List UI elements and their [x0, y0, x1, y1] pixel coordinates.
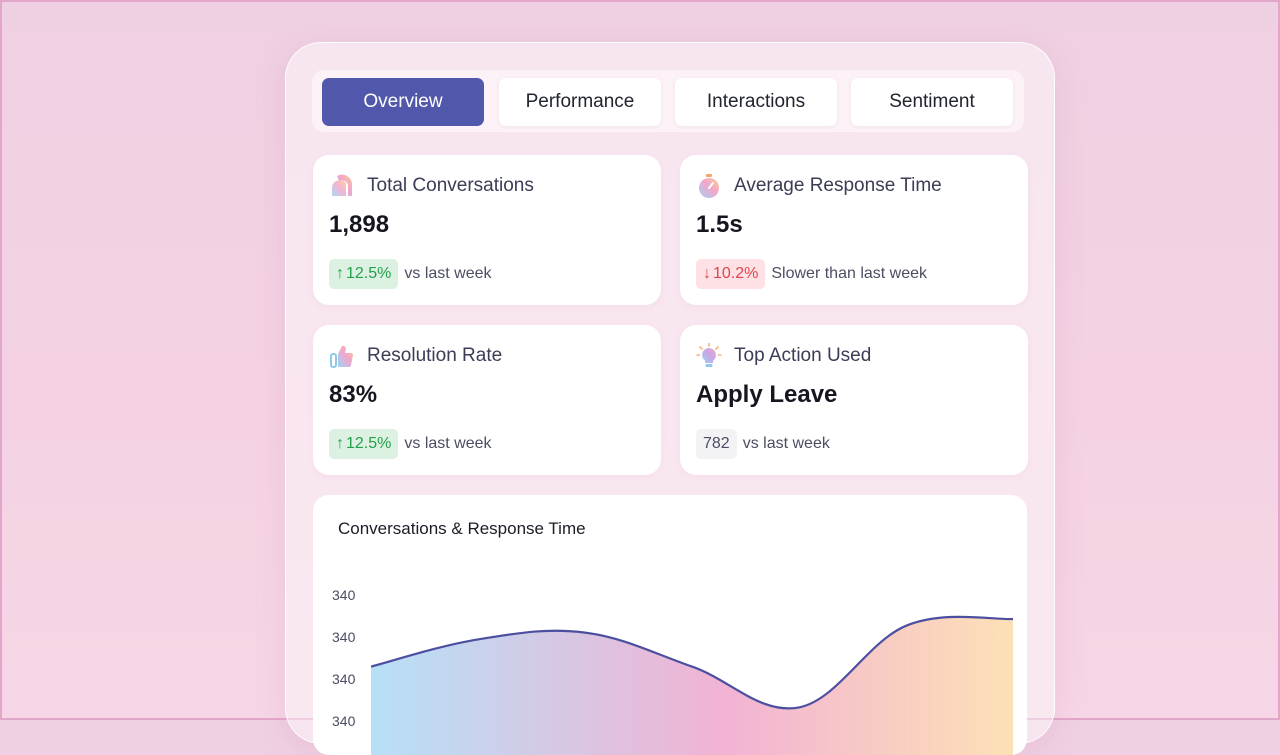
y-tick-label: 340 — [332, 713, 356, 729]
comparison-note: Slower than last week — [771, 265, 928, 282]
count-badge: 782 — [696, 429, 737, 459]
tab-bar: Overview Performance Interactions Sentim… — [312, 70, 1024, 132]
area-chart-svg — [371, 615, 1013, 755]
arrow-up-icon: ↑ — [336, 435, 344, 452]
y-tick-label: 340 — [332, 629, 356, 645]
tab-overview[interactable]: Overview — [322, 78, 484, 126]
card-title: Total Conversations — [367, 175, 534, 196]
card-value: 83% — [329, 381, 378, 408]
resolution-rate-card: Resolution Rate 83% ↑ 12.5% vs last week — [313, 325, 661, 475]
comparison-note: vs last week — [404, 265, 492, 282]
series-line — [371, 615, 1013, 710]
change-badge: ↑ 12.5% — [329, 259, 399, 289]
y-tick-label: 340 — [332, 671, 356, 687]
card-value: Apply Leave — [696, 381, 838, 408]
tab-sentiment[interactable]: Sentiment — [851, 78, 1013, 126]
area-fill — [371, 616, 1013, 755]
top-action-card: Top Action Used Apply Leave 782 vs last … — [680, 325, 1028, 475]
change-badge: ↓ 10.2% — [696, 259, 766, 289]
arrow-up-icon: ↑ — [336, 265, 344, 282]
card-value: 1.5s — [696, 211, 743, 238]
conversations-response-chart: Conversations & Response Time 340 340 34… — [313, 495, 1027, 755]
arrow-down-icon: ↓ — [703, 265, 711, 282]
comparison-note: vs last week — [404, 435, 492, 452]
stopwatch-icon — [696, 173, 722, 199]
thumbs-up-icon — [329, 343, 355, 369]
change-value: 10.2% — [713, 265, 759, 282]
card-title: Average Response Time — [734, 175, 942, 196]
comparison-note: vs last week — [742, 435, 830, 452]
card-title: Top Action Used — [734, 345, 872, 366]
card-title: Resolution Rate — [367, 345, 503, 366]
change-value: 12.5% — [346, 265, 392, 282]
card-value: 1,898 — [329, 211, 390, 238]
tab-performance[interactable]: Performance — [499, 78, 661, 126]
chat-bubbles-icon — [329, 173, 355, 199]
lightbulb-icon — [696, 342, 722, 369]
average-response-time-card: Average Response Time 1.5s ↓ 10.2% Slowe… — [680, 155, 1028, 305]
total-conversations-card: Total Conversations 1,898 ↑ 12.5% vs las… — [313, 155, 661, 305]
y-tick-label: 340 — [332, 587, 356, 603]
change-value: 12.5% — [346, 435, 392, 452]
dashboard-panel: Overview Performance Interactions Sentim… — [285, 42, 1055, 755]
chart-title: Conversations & Response Time — [338, 519, 586, 538]
change-badge: ↑ 12.5% — [329, 429, 399, 459]
tab-interactions[interactable]: Interactions — [675, 78, 837, 126]
